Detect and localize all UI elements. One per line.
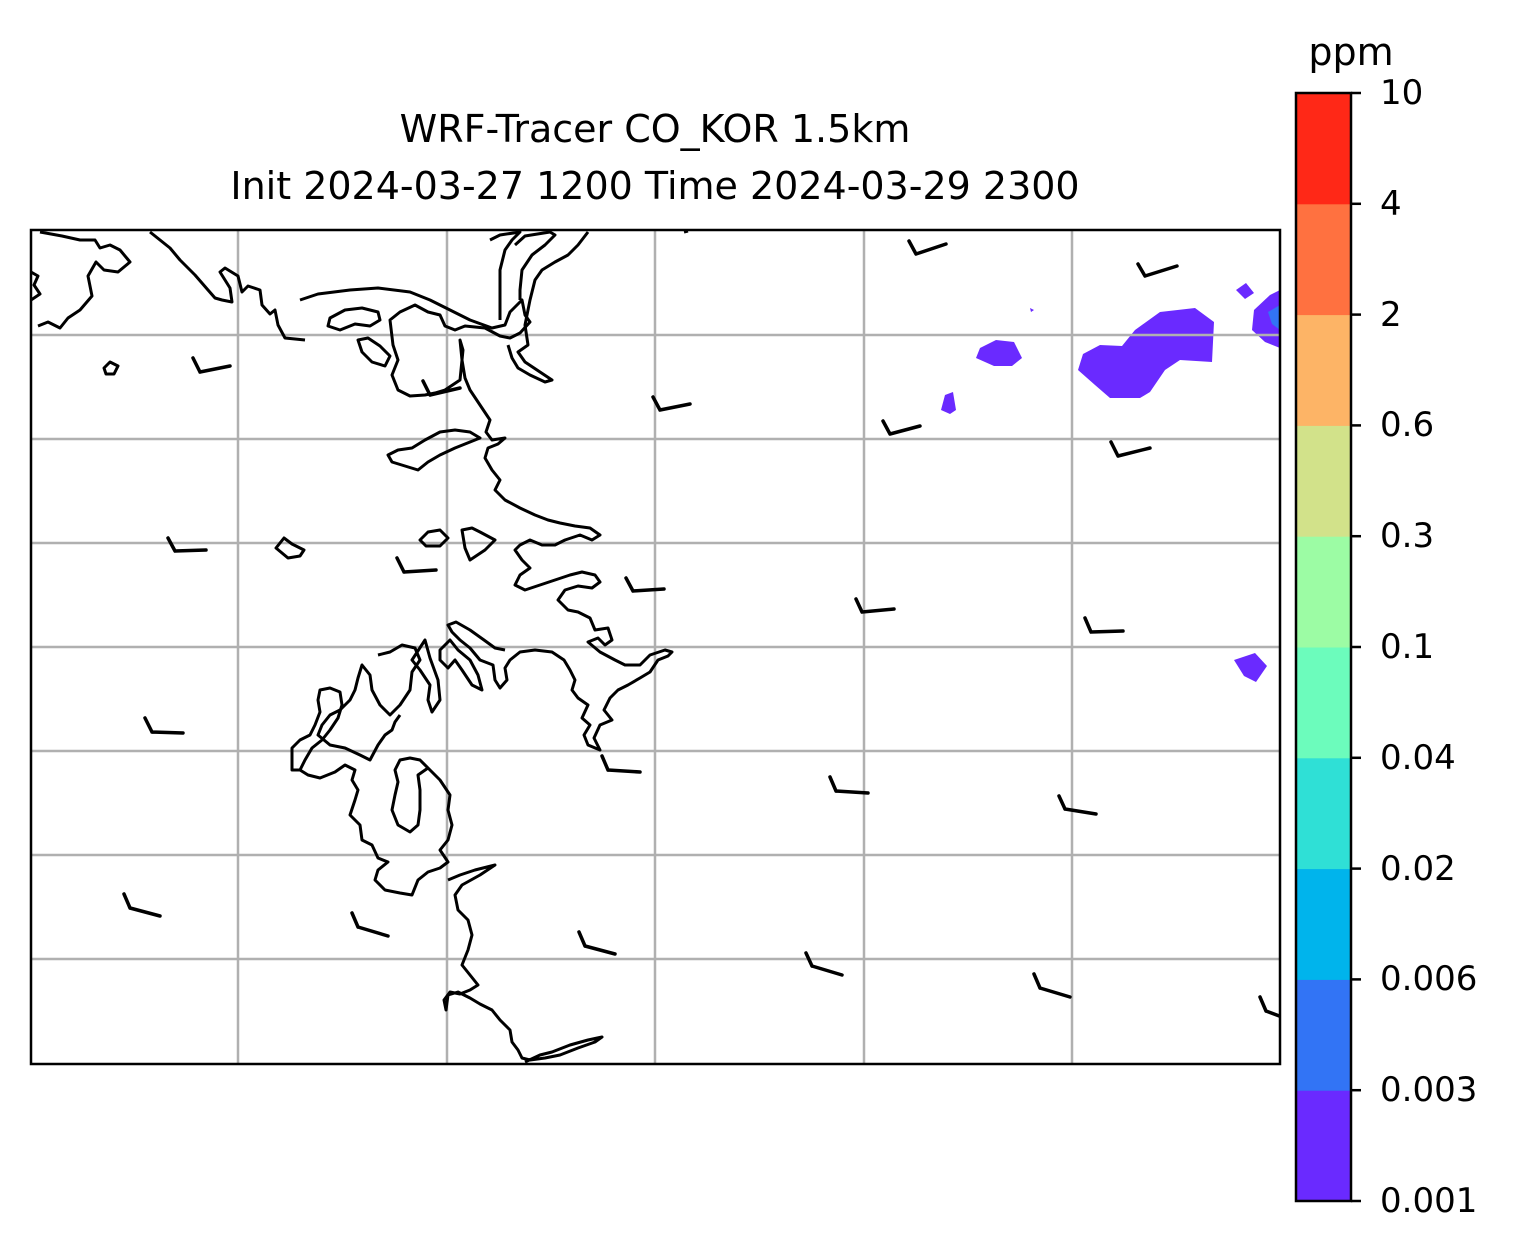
colorbar-segment: [1296, 203, 1351, 316]
colorbar-tick-label: 0.001: [1380, 1181, 1478, 1221]
wind-barb: [1032, 972, 1072, 999]
colorbar-tick-label: 0.006: [1380, 959, 1478, 1000]
wind-barb: [191, 356, 232, 374]
wind-barb: [1109, 440, 1152, 458]
colorbar-tick-label: 0.04: [1380, 737, 1456, 778]
colorbar-segment: [1296, 757, 1351, 870]
wind-barb: [577, 930, 617, 956]
colorbar-unit-label: ppm: [1308, 30, 1394, 74]
wind-barb: [166, 536, 208, 553]
coastline: [316, 638, 484, 762]
wind-barb: [122, 892, 162, 918]
tracer-contour: [1268, 305, 1280, 330]
wind-barb: [651, 395, 692, 412]
tracer-contour: [1234, 653, 1267, 682]
colorbar-ticks: [1351, 91, 1361, 1203]
colorbar-segment: [1296, 868, 1351, 980]
wind-barb-layer: [122, 239, 1280, 1019]
colorbar-segment: [1296, 647, 1351, 759]
wind-barb: [804, 951, 844, 977]
colorbar-tick-label: 0.1: [1380, 627, 1435, 667]
coastline: [37, 230, 306, 342]
colorbar-segment: [1296, 1090, 1351, 1202]
colorbar-tick-label: 0.6: [1380, 405, 1435, 446]
colorbar-tick-label: 0.3: [1380, 516, 1435, 557]
wind-barb: [1136, 262, 1179, 278]
tracer-contour: [976, 340, 1022, 366]
map-frame: [29, 228, 1282, 1066]
wind-barb: [1258, 995, 1280, 1019]
wind-barb: [600, 754, 642, 774]
wind-barb: [828, 775, 870, 795]
coastline: [386, 428, 482, 472]
colorbar-segment: [1296, 536, 1351, 648]
colorbar-tick-label: 0.02: [1380, 848, 1456, 889]
map-title-line-1: WRF-Tracer CO_KOR 1.5km: [399, 107, 911, 151]
wind-barb: [854, 597, 896, 614]
colorbar: [1296, 93, 1351, 1202]
coastline: [299, 286, 674, 752]
colorbar-segment: [1296, 93, 1351, 205]
wind-barb: [395, 556, 438, 574]
coastline: [326, 306, 392, 368]
colorbar-tick-label: 2: [1380, 294, 1402, 335]
tracer-contour: [1030, 308, 1034, 312]
coastline: [442, 863, 604, 1064]
wind-barb: [143, 716, 185, 735]
coastline: [290, 686, 454, 897]
coastline: [102, 360, 497, 562]
gridlines: [31, 230, 1280, 1064]
colorbar-segment: [1296, 979, 1351, 1091]
colorbar-segment: [1296, 425, 1351, 537]
tracer-contour-layer: [941, 283, 1280, 682]
colorbar-tick-label: 0.003: [1380, 1070, 1478, 1111]
wind-barb: [624, 576, 666, 593]
tracer-contour: [941, 392, 956, 414]
tracer-contour: [1252, 290, 1280, 348]
coastline: [489, 230, 590, 384]
wind-barb: [907, 239, 948, 256]
wind-barb: [1083, 616, 1125, 634]
wind-barb: [1057, 794, 1098, 816]
colorbar-tick-label: 10: [1380, 73, 1424, 113]
map-title-line-2: Init 2024-03-27 1200 Time 2024-03-29 230…: [230, 164, 1080, 208]
tracer-contour: [1078, 308, 1214, 398]
wind-barb: [881, 419, 922, 436]
wind-barb: [421, 379, 462, 397]
tracer-contour: [1236, 283, 1254, 299]
wind-barb: [350, 911, 390, 938]
colorbar-segment: [1296, 314, 1351, 426]
colorbar-tick-label: 4: [1380, 183, 1402, 224]
